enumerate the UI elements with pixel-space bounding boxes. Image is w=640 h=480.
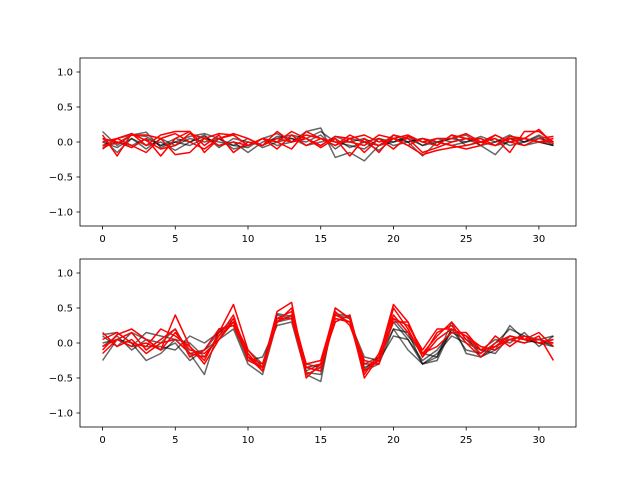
top-x-tick-label: 20 [387,234,400,245]
top-y-tick-label: 1.0 [57,68,73,79]
bottom-y-tick-label: 0.5 [57,304,73,315]
top-x-tick-label: 0 [99,234,105,245]
bottom-x-tick-label: 5 [172,435,178,446]
top-series-line-7 [102,132,554,150]
bottom-subplot: 0 5 10 15 20 25 30 −1.0 −0.5 0.0 0.5 1.0 [49,258,577,446]
bottom-x-tick-label: 25 [460,435,473,446]
bottom-x-tick-label: 10 [242,435,255,446]
top-y-tick-label: −1.0 [49,208,73,219]
bottom-y-tick-label: 1.0 [57,269,73,280]
top-series-line-9 [102,128,554,156]
bottom-y-tick-label: −0.5 [49,374,73,385]
bottom-series-line-6 [102,307,555,372]
bottom-series-line-8 [102,314,554,376]
top-series-line-1 [102,130,554,154]
top-y-tick-label: 0.5 [57,103,73,114]
bottom-x-tick-label: 0 [99,435,105,446]
bottom-x-tick-label: 15 [314,435,327,446]
top-x-tick-label: 25 [460,234,473,245]
top-y-tick-label: 0.0 [57,138,73,149]
bottom-x-tick-label: 30 [533,435,546,446]
top-y-tick-label: −0.5 [49,173,73,184]
top-x-tick-label: 5 [172,234,178,245]
top-x-tick-label: 15 [314,234,327,245]
bottom-y-tick-label: −1.0 [49,409,73,420]
top-x-tick-label: 10 [242,234,255,245]
bottom-x-tick-label: 20 [387,435,400,446]
bottom-y-tick-label: 0.0 [57,339,73,350]
top-x-tick-label: 30 [533,234,546,245]
bottom-series-line-9 [102,314,554,372]
top-subplot: 0 5 10 15 20 25 30 −1.0 −0.5 0.0 0.5 1.0 [49,57,577,245]
